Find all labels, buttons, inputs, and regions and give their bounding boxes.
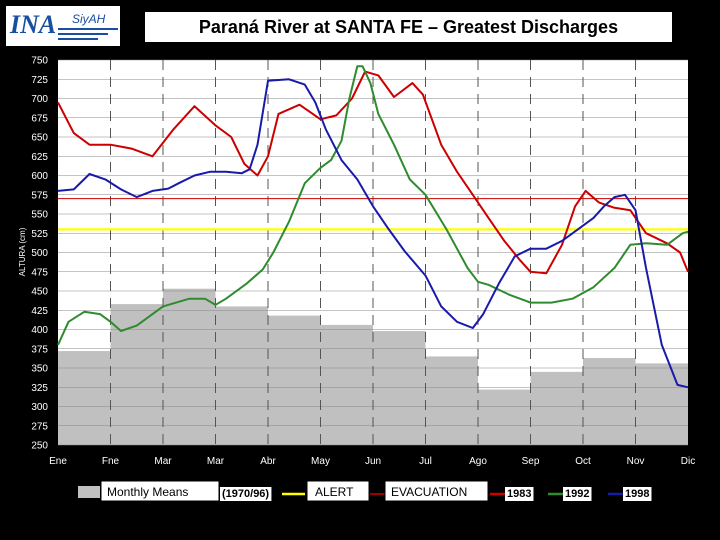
y-tick-label: 575	[31, 190, 48, 201]
y-axis-ticks: 250 275 300 325 350 375 400 425 450 475 500 525 550 5…	[31, 56, 48, 452]
gridlines	[58, 59, 688, 446]
x-axis-ticks: Ene Fne Mar Mar Abr May Jun Jul Ago Sep Oct Nov Dic	[49, 456, 695, 467]
monthly-mean-bar	[268, 315, 321, 445]
page-title: Paraná River at SANTA FE – Greatest Disc…	[145, 12, 672, 42]
ina-logo: INA SiyAH	[6, 6, 120, 46]
legend-label-1998: 1998	[625, 488, 649, 500]
y-tick-label: 400	[31, 325, 48, 336]
x-tick-label: Ago	[469, 456, 487, 467]
legend-label-background	[220, 487, 272, 501]
monthly-mean-bar	[320, 324, 373, 445]
logo-secondary-text: SiyAH	[72, 12, 106, 26]
logo-decoration	[58, 28, 118, 30]
x-tick-label: May	[311, 456, 330, 467]
y-tick-label: 300	[31, 402, 48, 413]
legend-means-swatch	[78, 486, 100, 498]
y-tick-label: 650	[31, 133, 48, 144]
monthly-mean-bar	[583, 357, 636, 445]
monthly-mean-bar	[425, 356, 478, 445]
threshold-lines	[58, 198, 688, 231]
x-tick-label: Nov	[627, 456, 645, 467]
monthly-mean-bar	[478, 389, 531, 445]
y-tick-label: 500	[31, 248, 48, 259]
y-tick-label: 525	[31, 229, 48, 240]
monthly-mean-bar	[215, 306, 268, 445]
y-tick-label: 725	[31, 75, 48, 86]
y-tick-label: 425	[31, 306, 48, 317]
x-tick-label: Oct	[575, 456, 591, 467]
x-tick-label: Abr	[260, 456, 276, 467]
legend-label-background	[563, 487, 592, 501]
y-tick-label: 450	[31, 287, 48, 298]
legend-alert-box	[306, 480, 370, 502]
x-tick-label: Ene	[49, 456, 67, 467]
series-lines	[57, 65, 689, 389]
x-tick-label: Dic	[681, 456, 695, 467]
legend-alert-label: ALERT	[315, 485, 354, 499]
legend-label-1992: 1992	[565, 488, 589, 500]
legend-means-box	[100, 480, 220, 502]
x-tick-label: Jul	[419, 456, 432, 467]
legend-means-period: (1970/96)	[222, 488, 269, 500]
x-tick-label: Mar	[154, 456, 172, 467]
legend-label-background	[623, 487, 652, 501]
monthly-mean-bar	[373, 331, 426, 445]
legend-label-1983: 1983	[507, 488, 531, 500]
x-tick-label: Fne	[102, 456, 120, 467]
logo-decoration	[58, 38, 98, 40]
legend-evacuation-label: EVACUATION	[391, 485, 467, 499]
x-tick-label: Sep	[522, 456, 540, 467]
y-tick-label: 550	[31, 210, 48, 221]
legend-label-background	[505, 487, 534, 501]
y-axis-label: ALTURA (cm)	[18, 227, 27, 276]
monthly-mean-bar	[530, 371, 583, 445]
y-tick-label: 325	[31, 383, 48, 394]
monthly-means-layer	[58, 288, 688, 445]
monthly-mean-bar	[635, 363, 688, 445]
y-tick-label: 350	[31, 364, 48, 375]
y-tick-label: 275	[31, 421, 48, 432]
x-tick-label: Mar	[207, 456, 225, 467]
legend-evacuation-box	[384, 480, 489, 502]
y-tick-label: 375	[31, 344, 48, 355]
logo-main-text: INA	[10, 10, 57, 39]
monthly-mean-bar	[58, 351, 111, 445]
monthly-mean-bar	[110, 304, 163, 445]
legend-means-label: Monthly Means	[107, 485, 188, 499]
discharge-chart: 250 275 300 325 350 375 400 425 450 475 500 525 550 5…	[0, 50, 720, 515]
y-tick-label: 625	[31, 152, 48, 163]
series-line-1992	[57, 65, 689, 346]
series-line-1998	[57, 78, 689, 389]
y-tick-label: 475	[31, 267, 48, 278]
series-line-1983	[57, 70, 689, 275]
y-tick-label: 600	[31, 171, 48, 182]
y-tick-label: 250	[31, 441, 48, 452]
monthly-mean-bar	[163, 288, 216, 445]
y-tick-label: 675	[31, 113, 48, 124]
x-tick-label: Jun	[365, 456, 381, 467]
y-tick-label: 700	[31, 94, 48, 105]
y-tick-label: 750	[31, 56, 48, 67]
legend: Monthly Means (1970/96) ALERT EVACUATION 198…	[70, 479, 660, 504]
logo-decoration	[58, 33, 108, 35]
